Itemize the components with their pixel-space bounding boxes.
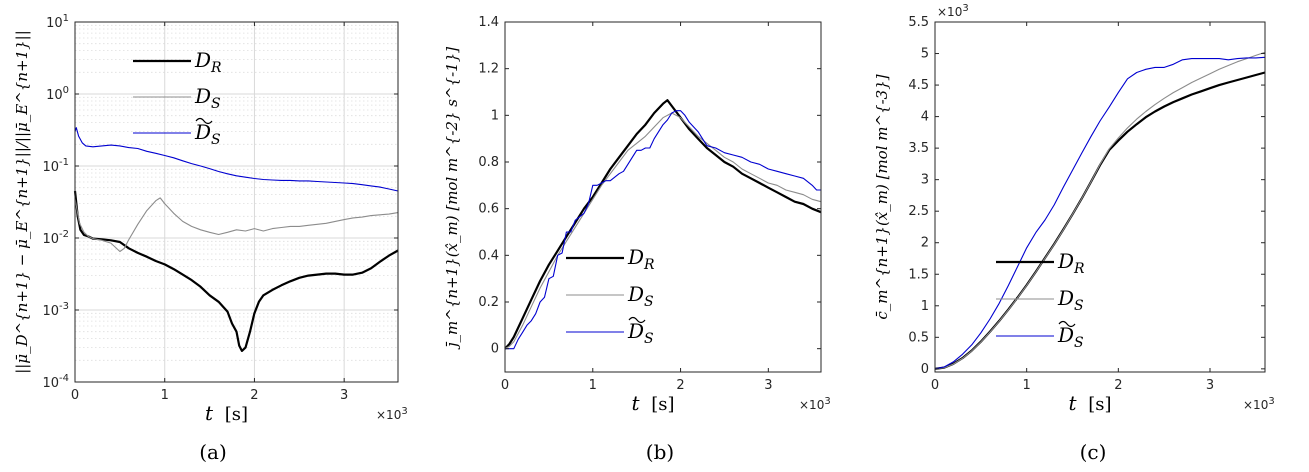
plot-area (935, 22, 1265, 372)
y-tick-label: 0.5 (908, 330, 929, 345)
y-tick-label: 10-3 (42, 301, 69, 319)
x-multiplier: ×103 (799, 396, 831, 412)
grid (74, 21, 398, 383)
legend-label: DS (627, 319, 654, 347)
y-tick-label: 10-1 (42, 157, 69, 175)
x-tick-label: 2 (676, 378, 684, 393)
legend: DR DS DS (996, 249, 1085, 351)
axes-box (934, 21, 1266, 373)
y-tick-label: 1 (491, 108, 499, 123)
tilde-mark (628, 316, 646, 324)
series-line-d-r (504, 99, 822, 350)
x-tick-label: 3 (340, 388, 348, 403)
y-axis-label: j̄_m^{n+1}(x̂_m) [mol m^{-2} s^{-1}] (443, 47, 461, 350)
legend: DR DS DS (566, 245, 655, 347)
x-tick-label: 3 (1206, 378, 1214, 393)
axes-box (74, 21, 399, 383)
x-tick-label: 2 (250, 388, 258, 403)
panel-caption: (c) (1080, 440, 1107, 464)
x-tick-label: 0 (931, 378, 939, 393)
y-tick-label: 3 (921, 173, 929, 188)
y-tick-label: 5.5 (908, 15, 929, 30)
x-axis-label: t [s] (205, 401, 248, 425)
x-axis-label: t [s] (1068, 391, 1111, 415)
series-line-d-s (504, 112, 822, 350)
y-tick-label: 2.5 (908, 204, 929, 219)
y-tick-label: 0 (491, 342, 499, 357)
tilde-mark (195, 117, 213, 125)
y-tick-label: 2 (921, 236, 929, 251)
series-line-d-s (934, 51, 1266, 370)
y-tick-label: 5 (921, 47, 929, 62)
axes-box (504, 21, 822, 373)
legend-label: DR (1057, 249, 1085, 277)
y-tick-label: 0.2 (478, 295, 499, 310)
legend-label: DS (194, 120, 221, 148)
legend-label: DR (627, 245, 655, 273)
legend-label: DR (194, 48, 222, 76)
y-tick-label: 4.5 (908, 78, 929, 93)
x-tick-label: 1 (161, 388, 169, 403)
y-tick-label: 3.5 (908, 141, 929, 156)
x-axis-label: t [s] (631, 391, 674, 415)
x-multiplier: ×103 (1243, 396, 1275, 412)
y-tick-label: 0.6 (478, 202, 499, 217)
y-tick-label: 100 (46, 85, 69, 103)
y-tick-label: 1.2 (478, 62, 499, 77)
x-tick-label: 1 (589, 378, 597, 393)
series-line-d-s-tilde (505, 110, 821, 350)
y-tick-label: 1.5 (908, 267, 929, 282)
y-tick-label: 101 (46, 13, 69, 31)
plot-area (505, 22, 821, 372)
y-axis-label: c̄_m^{n+1}(x̂_m) [mol m^{-3}] (873, 74, 891, 319)
chart-panel-c: 0 1 2 3 0 0.5 1 1.5 2 2.5 3 3.5 4 4.5 5 5.5 ×103 ×103 t [s… (873, 3, 1275, 464)
y-tick-label: 0 (921, 362, 929, 377)
y-tick-label: 1.4 (478, 15, 499, 30)
plot-area (75, 22, 398, 382)
panel-caption: (b) (646, 440, 674, 464)
y-axis-label: ||μ̄_D^{n+1} − μ̄_E^{n+1}||/||μ̄_E^{n+1}… (13, 30, 31, 374)
x-tick-label: 1 (1023, 378, 1031, 393)
y-tick-label: 0.8 (478, 155, 499, 170)
tilde-mark (1058, 320, 1076, 328)
y-tick-label: 10-2 (42, 229, 69, 247)
series-line-d-s (74, 197, 399, 253)
y-tick-label: 10-4 (42, 373, 69, 391)
panel-caption: (a) (199, 440, 227, 464)
series-line-d-s-tilde (934, 56, 1266, 370)
x-tick-label: 2 (1114, 378, 1122, 393)
legend-label: DS (1057, 286, 1084, 314)
y-tick-label: 0.4 (478, 248, 499, 263)
x-tick-label: 0 (71, 388, 79, 403)
y-multiplier: ×103 (937, 3, 969, 19)
x-tick-label: 0 (501, 378, 509, 393)
legend-label: DS (627, 282, 654, 310)
legend-label: DS (1057, 323, 1084, 351)
series-line-d-r (73, 190, 399, 352)
legend: DR DS DS (133, 48, 222, 148)
series-line-d-s-tilde (74, 127, 399, 192)
y-tick-label: 4 (921, 110, 929, 125)
chart-panel-b: 0 1 2 3 0 0.2 0.4 0.6 0.8 1 1.2 1.4 ×103 t [s] j̄_m^{n… (443, 15, 831, 464)
y-tick-label: 1 (921, 299, 929, 314)
legend-label: DS (194, 84, 221, 112)
chart-panel-a: 0 1 2 3 10-4 10-3 10-2 10-1 100 101 ×103 t [s] ||μ̄_… (13, 13, 408, 464)
x-tick-label: 3 (764, 378, 772, 393)
x-multiplier: ×103 (376, 406, 408, 422)
